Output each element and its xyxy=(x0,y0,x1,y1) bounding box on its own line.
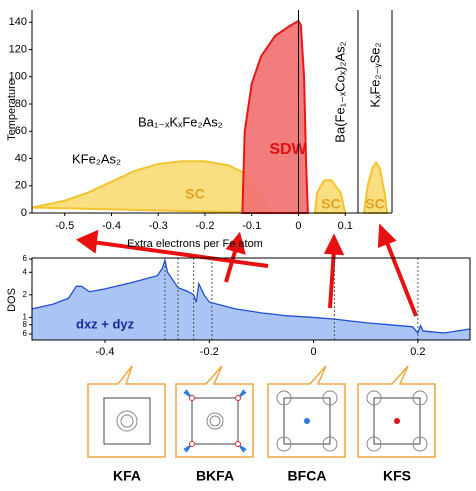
arrow-head xyxy=(377,223,397,248)
x-tick-label: -0.2 xyxy=(200,346,219,358)
inset-label: KFS xyxy=(383,468,411,484)
phase-dome xyxy=(31,160,273,215)
x-tick-label: 0.2 xyxy=(410,346,425,358)
y-tick-label: 4 xyxy=(23,267,28,276)
phase-label: SDW xyxy=(269,141,307,158)
y-tick-label: 140 xyxy=(9,16,27,28)
y-axis-label: Temperature xyxy=(6,79,18,141)
inset-drawings xyxy=(103,389,428,453)
inset-label: BKFA xyxy=(196,468,234,484)
x-tick-label: -0.3 xyxy=(149,220,168,232)
arrow xyxy=(384,239,418,317)
y-tick-label: 40 xyxy=(15,152,27,164)
dos-line xyxy=(31,257,471,335)
x-tick-label: -0.4 xyxy=(102,220,121,232)
x-tick-label: -0.4 xyxy=(96,346,115,358)
x-tick-label: -0.5 xyxy=(55,220,74,232)
phase-dome xyxy=(241,19,309,214)
arrow-head xyxy=(75,229,99,254)
x-tick-label: 0 xyxy=(311,346,317,358)
arrow-head xyxy=(323,233,345,256)
y-tick-label: 6 xyxy=(23,254,28,263)
arrows xyxy=(75,223,418,317)
phase-label: SC xyxy=(365,196,384,212)
inset-box xyxy=(267,365,346,458)
x-tick-label: 0.1 xyxy=(338,220,353,232)
x-tick-label: -0.1 xyxy=(242,220,261,232)
y-tick-label: 20 xyxy=(15,180,27,192)
x-tick-label: 0 xyxy=(295,220,301,232)
compound-label: Ba(Fe₁₋ₓCoₓ)₂As₂ xyxy=(332,41,347,142)
arrow xyxy=(328,249,336,309)
x-tick-label: -0.2 xyxy=(196,220,215,232)
y-tick-label: 1 xyxy=(23,313,28,322)
y-tick-label: 2 xyxy=(23,290,28,299)
arrow-head xyxy=(225,231,246,255)
compound-label: Ba₁₋ₓKₓFe₂As₂ xyxy=(138,114,223,129)
compound-label: KₓFe₂₋ᵧSe₂ xyxy=(367,42,382,107)
y-axis-label: DOS xyxy=(6,288,18,312)
phase-dome xyxy=(362,160,389,214)
y-tick-label: 100 xyxy=(9,71,27,83)
arrow xyxy=(224,247,238,283)
y-tick-label: 80 xyxy=(15,98,27,110)
phase-label: SC xyxy=(185,186,204,202)
arrow xyxy=(91,240,269,268)
phase-label: SC xyxy=(321,196,340,212)
y-tick-label: 0 xyxy=(21,207,27,219)
y-tick-label: 6 xyxy=(23,329,28,338)
x-axis-label: Extra electrons per Fe atom xyxy=(127,238,263,250)
plot-frame xyxy=(31,257,471,341)
y-tick-label: 60 xyxy=(15,125,27,137)
compound-label: KFe₂As₂ xyxy=(72,151,121,166)
y-tick-label: 8 xyxy=(23,320,28,329)
inset-label: KFA xyxy=(113,468,141,484)
insets xyxy=(87,365,436,458)
series-label: dxz + dyz xyxy=(76,316,135,331)
inset-box xyxy=(357,365,436,458)
inset-label: BFCA xyxy=(288,468,327,484)
inset-box xyxy=(175,365,254,458)
y-tick-label: 120 xyxy=(9,43,27,55)
